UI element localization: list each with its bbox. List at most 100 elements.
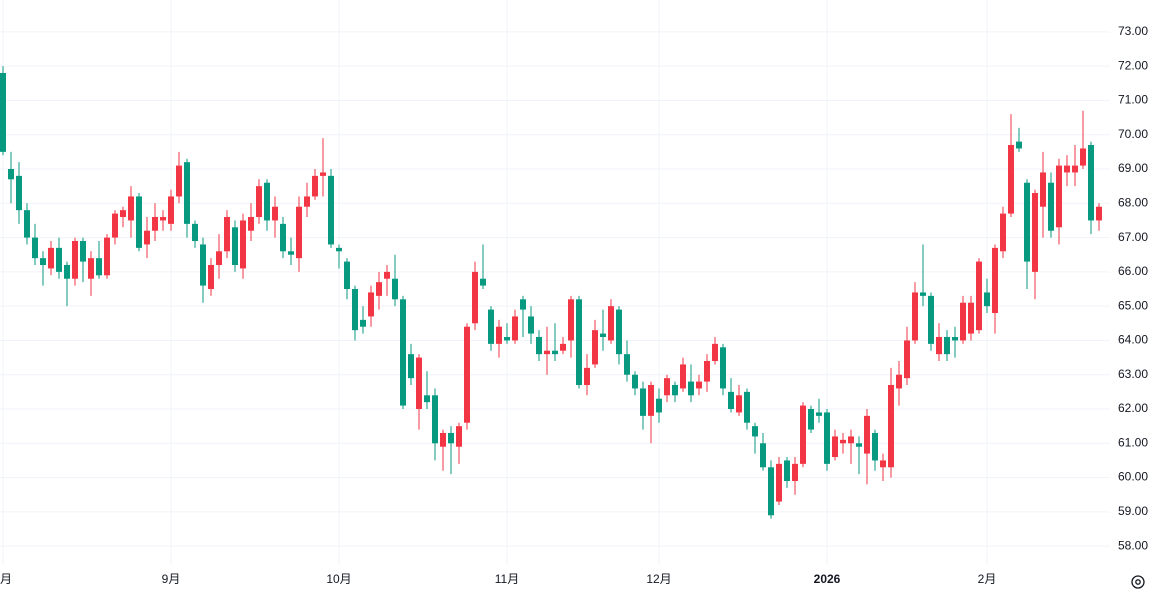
- candle-body: [984, 292, 990, 307]
- candle-body: [1080, 148, 1086, 166]
- candle-body: [112, 213, 118, 238]
- candle-body: [88, 258, 94, 279]
- candle-body: [808, 409, 814, 430]
- candle-body: [440, 433, 446, 447]
- candle-body: [544, 350, 550, 355]
- candle-body: [816, 412, 822, 416]
- candle-body: [216, 251, 222, 266]
- candles: [0, 66, 1102, 519]
- candle-body: [896, 374, 902, 389]
- candle-body: [592, 330, 598, 365]
- candle-body: [328, 175, 334, 245]
- settings-gear-hub[interactable]: [1135, 579, 1141, 585]
- candle-body: [488, 309, 494, 344]
- candle-body: [856, 443, 862, 447]
- candle-body: [432, 395, 438, 444]
- candle-body: [688, 381, 694, 396]
- y-tick-label: 71.00: [1118, 93, 1148, 107]
- candle-body: [1064, 165, 1070, 173]
- candle-body: [424, 395, 430, 403]
- candle-body: [312, 175, 318, 197]
- y-tick-label: 58.00: [1118, 538, 1148, 552]
- candle-body: [728, 391, 734, 410]
- candle-body: [16, 175, 22, 211]
- candle-body: [160, 217, 166, 221]
- candle-body: [40, 258, 46, 266]
- candle-body: [416, 357, 422, 410]
- candle-body: [48, 247, 54, 269]
- candle-body: [480, 278, 486, 286]
- y-tick-label: 67.00: [1118, 230, 1148, 244]
- candle-body: [1096, 206, 1102, 221]
- x-tick-label: 9月: [162, 572, 181, 586]
- candle-body: [752, 426, 758, 437]
- candle-body: [456, 426, 462, 447]
- candle-body: [1048, 182, 1054, 231]
- y-tick-label: 59.00: [1118, 504, 1148, 518]
- candle-body: [880, 460, 886, 468]
- candle-body: [656, 398, 662, 413]
- x-tick-label: 12月: [646, 572, 671, 586]
- candle-body: [784, 460, 790, 482]
- y-tick-label: 69.00: [1118, 161, 1148, 175]
- candle-body: [1072, 165, 1078, 173]
- candle-body: [1024, 182, 1030, 262]
- candle-body: [1056, 165, 1062, 228]
- grid: [0, 0, 1110, 565]
- candle-body: [608, 306, 614, 341]
- candle-body: [136, 196, 142, 248]
- candle-body: [352, 289, 358, 331]
- candle-body: [344, 261, 350, 290]
- candle-body: [864, 415, 870, 454]
- candle-body: [496, 326, 502, 344]
- candle-body: [576, 299, 582, 386]
- candle-body: [936, 337, 942, 355]
- candle-body: [928, 295, 934, 344]
- candle-body: [376, 282, 382, 296]
- candle-body: [0, 73, 6, 152]
- candle-body: [952, 337, 958, 341]
- candle-body: [976, 261, 982, 331]
- candle-body: [256, 186, 262, 218]
- candle-body: [664, 378, 670, 396]
- candle-body: [280, 223, 286, 252]
- candle-body: [320, 172, 326, 176]
- candle-body: [640, 388, 646, 416]
- candle-body: [632, 374, 638, 389]
- x-tick-label: 月: [0, 572, 12, 586]
- candle-body: [560, 343, 566, 351]
- candle-body: [296, 206, 302, 259]
- candle-body: [472, 271, 478, 324]
- candle-body: [192, 223, 198, 242]
- candle-body: [512, 316, 518, 341]
- candle-body: [648, 385, 654, 416]
- candle-body: [96, 258, 102, 276]
- candle-body: [248, 217, 254, 231]
- candle-body: [1000, 213, 1006, 252]
- candle-body: [32, 237, 38, 259]
- settings-button[interactable]: [1131, 575, 1145, 589]
- candle-body: [72, 241, 78, 279]
- candle-body: [504, 337, 510, 341]
- candle-body: [448, 433, 454, 444]
- candle-body: [712, 343, 718, 362]
- y-tick-label: 60.00: [1118, 470, 1148, 484]
- candle-body: [720, 347, 726, 389]
- candle-body: [624, 354, 630, 375]
- candle-body: [944, 337, 950, 355]
- candle-body: [736, 395, 742, 413]
- settings-gear[interactable]: [1131, 575, 1145, 589]
- y-tick-label: 65.00: [1118, 298, 1148, 312]
- y-tick-label: 72.00: [1118, 58, 1148, 72]
- candle-body: [696, 381, 702, 389]
- candle-body: [680, 364, 686, 389]
- candle-body: [960, 302, 966, 341]
- candle-body: [80, 241, 86, 262]
- candle-body: [128, 196, 134, 221]
- axes: 58.00 59.00 60.00 61.00 62.00 63.00 64.00 65.00…: [0, 24, 1148, 586]
- candle-body: [8, 169, 14, 180]
- candle-body: [968, 302, 974, 334]
- candle-body: [208, 265, 214, 290]
- candle-body: [872, 433, 878, 461]
